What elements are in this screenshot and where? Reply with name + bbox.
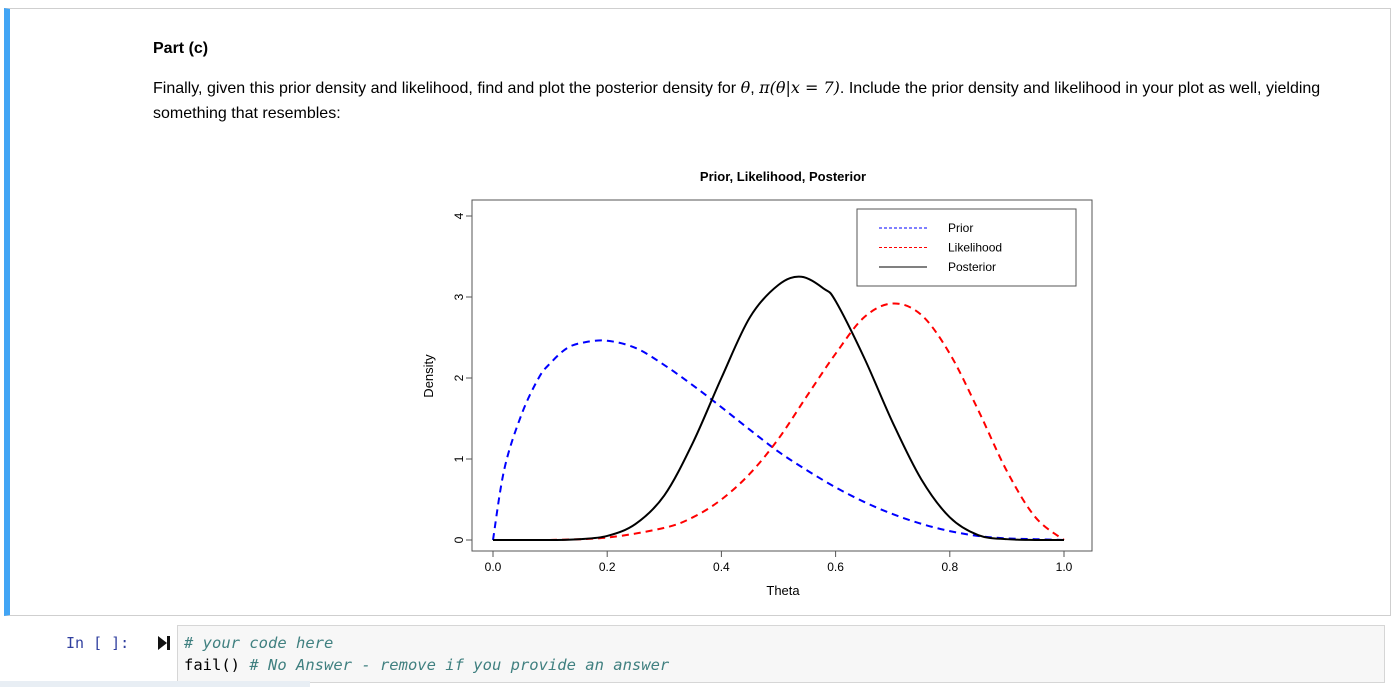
- legend-box: [856, 208, 1077, 287]
- markdown-cell[interactable]: Part (c) Finally, given this prior densi…: [4, 8, 1391, 616]
- legend-label-posterior: Posterior: [948, 260, 996, 274]
- density-chart: Prior, Likelihood, Posterior 0.0 0.2 0.4 0.6…: [421, 169, 1093, 598]
- code-cell[interactable]: In [ ]: # your code here fail() # No Ans…: [0, 624, 1396, 687]
- x-tick-label: 0.2: [599, 560, 616, 574]
- instruction-text: Finally, given this prior density and li…: [153, 78, 1321, 122]
- input-prompt: In [ ]:: [66, 634, 130, 652]
- y-tick-label: 3: [452, 293, 466, 300]
- x-tick-label: 0.0: [485, 560, 502, 574]
- y-tick-label: 2: [452, 374, 466, 381]
- y-tick-label: 1: [452, 455, 466, 462]
- chart-title: Prior, Likelihood, Posterior: [700, 169, 866, 184]
- x-tick-label: 1.0: [1056, 560, 1073, 574]
- series-line-likelihood: [550, 302, 1065, 541]
- part-heading: Part (c): [153, 40, 209, 57]
- code-line-2: fail() # No Answer - remove if you provi…: [184, 656, 670, 674]
- posterior-expression: π(θ|x = 7): [759, 78, 840, 97]
- y-axis-label: Density: [421, 354, 436, 398]
- run-cell-icon[interactable]: [157, 635, 171, 651]
- x-tick-label: 0.8: [941, 560, 958, 574]
- x-tick-label: 0.4: [713, 560, 730, 574]
- theta-symbol: θ: [740, 78, 751, 97]
- x-axis-label: Theta: [766, 583, 800, 598]
- horizontal-scrollbar[interactable]: [0, 681, 310, 687]
- legend-label-likelihood: Likelihood: [948, 241, 1002, 255]
- plot-frame: [471, 199, 1093, 552]
- x-tick-label: 0.6: [827, 560, 844, 574]
- code-editor[interactable]: # your code here fail() # No Answer - re…: [177, 625, 1385, 683]
- y-tick-label: 4: [452, 212, 466, 219]
- legend-label-prior: Prior: [948, 221, 973, 235]
- series-line-prior: [492, 339, 1065, 541]
- series-line-posterior: [492, 275, 1065, 542]
- y-tick-label: 0: [452, 536, 466, 543]
- code-line-1: # your code here: [184, 634, 334, 652]
